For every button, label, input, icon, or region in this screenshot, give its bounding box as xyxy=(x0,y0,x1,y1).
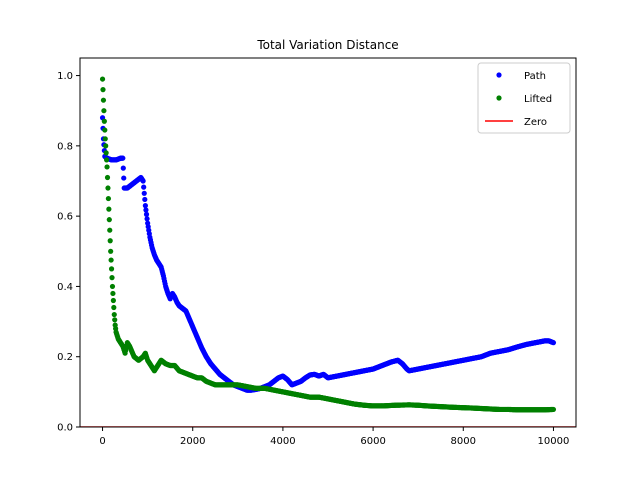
legend-box xyxy=(477,62,571,134)
data-point xyxy=(104,157,110,163)
x-tick-label: 10000 xyxy=(538,436,570,447)
data-point xyxy=(109,275,115,281)
legend-label: Zero xyxy=(524,117,547,128)
legend-dot-marker xyxy=(496,72,502,78)
data-point xyxy=(140,178,146,184)
legend: Path Lifted Zero xyxy=(477,62,571,134)
data-point xyxy=(110,290,116,297)
data-point xyxy=(103,150,109,156)
data-point xyxy=(110,297,116,304)
data-point xyxy=(103,143,109,149)
x-tick-label: 0 xyxy=(99,436,105,447)
data-point xyxy=(99,76,106,82)
data-point xyxy=(111,311,117,318)
data-point xyxy=(106,217,112,223)
data-point xyxy=(108,266,115,272)
x-tick-label: 2000 xyxy=(180,436,205,447)
data-point xyxy=(144,216,150,222)
axes: 0 2000 4000 6000 8000 10000 0.0 0.2 0.4 0.6 0.8 1.0 xyxy=(57,57,577,447)
data-point xyxy=(121,175,127,181)
legend-item-zero: Zero xyxy=(485,117,547,128)
data-point xyxy=(111,304,117,311)
data-point xyxy=(120,155,126,161)
legend-label: Lifted xyxy=(524,94,552,105)
series-lifted xyxy=(99,76,557,413)
data-point xyxy=(106,206,112,212)
data-point xyxy=(142,196,148,203)
axes-frame xyxy=(79,57,577,428)
chart-title: Total Variation Distance xyxy=(256,38,398,52)
data-point xyxy=(109,283,116,290)
data-point xyxy=(100,87,106,93)
data-point xyxy=(100,97,107,103)
x-tick-label: 8000 xyxy=(451,436,476,447)
data-point xyxy=(102,136,108,142)
data-point xyxy=(550,340,557,346)
data-point xyxy=(142,203,148,209)
data-point xyxy=(112,317,118,323)
legend-item-path: Path xyxy=(496,71,546,82)
legend-label: Path xyxy=(524,71,546,82)
data-point xyxy=(102,127,108,133)
data-point xyxy=(143,211,150,217)
y-tick-label: 0.8 xyxy=(57,141,73,152)
legend-dot-marker xyxy=(496,95,502,101)
data-point xyxy=(108,257,114,263)
y-tick-label: 0.2 xyxy=(57,352,73,363)
x-tick-label: 4000 xyxy=(270,436,295,447)
data-point xyxy=(105,195,112,202)
y-tick-label: 0.0 xyxy=(57,423,73,434)
data-point xyxy=(108,248,114,254)
data-point xyxy=(141,184,147,190)
data-point xyxy=(550,406,557,413)
data-point xyxy=(104,174,111,181)
data-point xyxy=(141,190,147,196)
y-tick-label: 0.6 xyxy=(57,212,73,223)
data-point xyxy=(107,238,113,244)
x-tick-label: 6000 xyxy=(360,436,385,447)
y-tick-label: 0.4 xyxy=(57,282,73,293)
data-point xyxy=(101,118,107,124)
legend-item-lifted: Lifted xyxy=(496,94,552,105)
data-point xyxy=(107,227,113,233)
plot-area xyxy=(80,76,576,427)
data-point xyxy=(101,108,107,114)
data-point xyxy=(104,164,110,170)
data-point xyxy=(105,185,111,191)
data-point xyxy=(120,165,126,171)
y-tick-label: 1.0 xyxy=(57,71,73,82)
data-point xyxy=(143,207,149,213)
